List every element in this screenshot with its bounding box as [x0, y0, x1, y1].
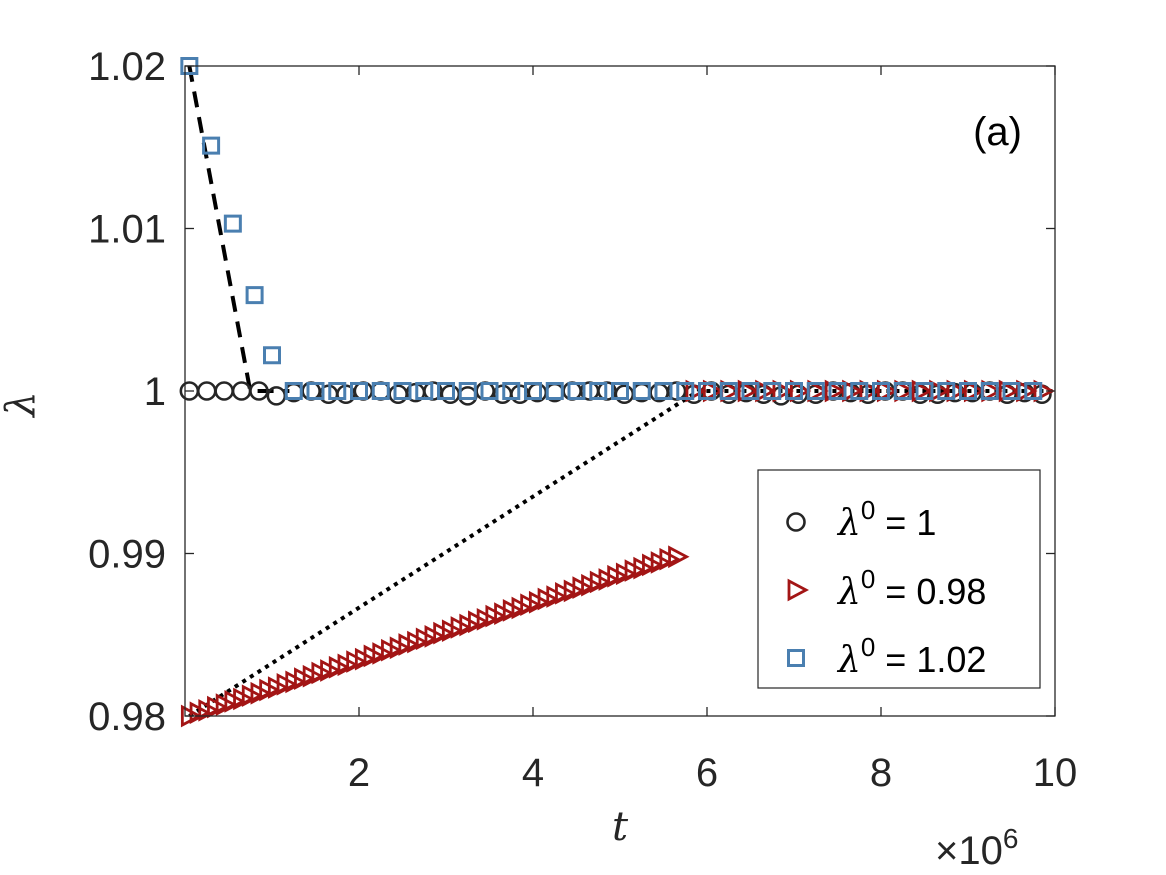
series-2-marker — [959, 382, 977, 400]
series-2-marker — [415, 382, 434, 400]
series-2-marker — [202, 136, 221, 155]
legend-entry-lambda-1: λ0 = 1 — [836, 495, 936, 544]
y-tick-label: 0.99 — [88, 533, 166, 577]
axis-ticks: 2 4 6 8 10 0.98 0.99 1 1.01 1.02 — [88, 45, 1077, 795]
series-2-marker — [223, 214, 242, 233]
series-2-marker — [245, 286, 264, 305]
series-2-marker — [654, 382, 673, 400]
series-2-marker — [545, 382, 564, 400]
series-2-marker — [741, 382, 760, 400]
legend-marker-0 — [786, 512, 806, 532]
series-0-marker — [249, 381, 269, 401]
series-2-marker — [937, 382, 956, 400]
legend-marker-2 — [787, 649, 805, 667]
series-1-marker — [772, 379, 794, 403]
series-1-marker — [702, 379, 725, 403]
series-2-marker — [589, 382, 608, 400]
data-markers — [179, 57, 1055, 728]
y-tick-label: 1.02 — [88, 45, 166, 89]
x-tick-label: 10 — [1033, 751, 1078, 795]
series-2-marker — [1024, 382, 1043, 400]
legend-superscript: 0 — [861, 564, 875, 594]
series-2-marker — [980, 382, 999, 400]
series-2-marker — [915, 382, 934, 400]
legend-superscript: 0 — [861, 495, 875, 525]
series-2-marker — [328, 382, 347, 400]
series-2-marker — [893, 382, 912, 400]
series-1-marker — [1033, 379, 1055, 403]
series-2-marker — [437, 382, 455, 400]
series-2-marker — [284, 382, 303, 400]
series-2-marker — [719, 382, 738, 400]
series-2-marker — [785, 382, 803, 400]
series-2-marker — [393, 382, 412, 400]
series-2-marker — [676, 382, 695, 400]
legend-symbol: λ — [836, 503, 861, 544]
series-1-marker — [824, 379, 847, 403]
series-2-marker — [306, 382, 325, 400]
series-1-marker — [946, 379, 968, 403]
dashed-fit-line — [187, 65, 290, 393]
x-multiplier-base: ×10 — [935, 829, 1003, 873]
y-axis-label: λ — [0, 391, 44, 418]
series-1-marker — [911, 379, 934, 403]
series-1-marker — [685, 379, 707, 403]
series-2-marker — [567, 382, 586, 400]
series-2-marker — [480, 382, 499, 400]
legend-value: = 0.98 — [875, 571, 986, 612]
series-2-marker — [263, 346, 281, 365]
x-axis-multiplier: ×106 — [935, 823, 1018, 873]
legend-entry-lambda-098: λ0 = 0.98 — [836, 564, 986, 613]
legend-value: = 1.02 — [875, 639, 986, 680]
series-2-marker — [872, 382, 890, 400]
legend-symbol: λ — [836, 572, 861, 613]
series-2-marker — [350, 382, 368, 400]
x-tick-label: 4 — [522, 751, 544, 795]
y-tick-label: 0.98 — [88, 695, 166, 739]
series-1-marker — [963, 379, 986, 403]
y-tick-label: 1 — [144, 370, 166, 414]
series-2-marker — [828, 382, 847, 400]
series-2-marker — [632, 382, 651, 400]
legend-marker-1 — [787, 578, 809, 602]
x-tick-label: 8 — [870, 751, 892, 795]
x-tick-label: 2 — [348, 751, 370, 795]
series-1-marker — [998, 379, 1021, 403]
series-2-marker — [502, 382, 521, 400]
legend-value: = 1 — [875, 502, 936, 543]
legend-symbol: λ — [836, 640, 861, 681]
panel-label: (a) — [973, 110, 1022, 154]
series-2-marker — [1002, 382, 1021, 400]
legend-entry-lambda-102: λ0 = 1.02 — [836, 632, 986, 681]
series-1-marker — [789, 379, 812, 403]
series-1-marker — [668, 545, 690, 569]
series-2-marker — [850, 382, 869, 400]
series-2-marker — [458, 382, 477, 400]
series-2-marker — [524, 382, 542, 400]
x-tick-label: 6 — [696, 751, 718, 795]
series-2-marker — [763, 382, 782, 400]
legend-markers — [786, 512, 809, 667]
x-axis-label: t — [612, 804, 629, 850]
legend-superscript: 0 — [861, 632, 875, 662]
series-2-marker — [806, 382, 825, 400]
legend: λ0 = 1 λ0 = 0.98 λ0 = 1.02 — [757, 469, 1041, 689]
series-1-marker — [859, 379, 881, 403]
x-multiplier-exponent: 6 — [1003, 823, 1019, 854]
series-2-marker — [371, 382, 390, 400]
y-tick-label: 1.01 — [88, 208, 166, 252]
series-1-marker — [737, 379, 760, 403]
series-2-marker — [611, 382, 629, 400]
series-1-marker — [876, 379, 899, 403]
series-2-marker — [698, 382, 716, 400]
